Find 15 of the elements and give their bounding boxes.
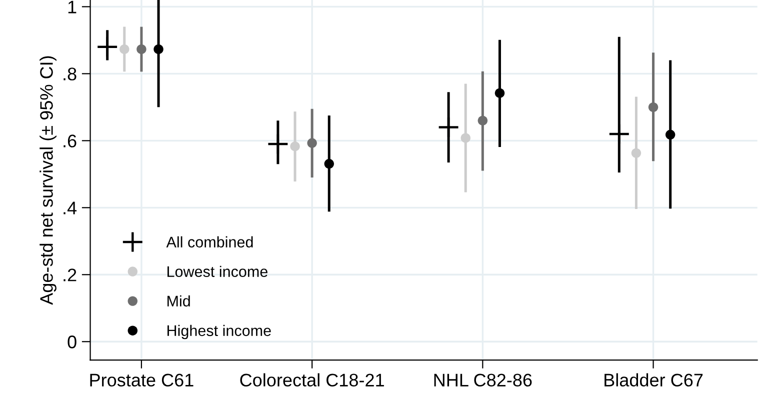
y-tick-label: .2 bbox=[64, 268, 76, 282]
y-tick-label: .6 bbox=[64, 134, 76, 148]
x-tick-label: Bladder C67 bbox=[604, 373, 703, 386]
legend-label: Lowest income bbox=[168, 266, 268, 278]
x-tick-label: Prostate C61 bbox=[90, 374, 194, 386]
legend-label: Mid bbox=[168, 295, 190, 307]
legend-label: Highest income bbox=[168, 324, 271, 340]
x-tick-label: NHL C82-86 bbox=[434, 374, 532, 386]
y-tick-label: .8 bbox=[64, 68, 76, 80]
legend-label: All combined bbox=[166, 236, 253, 248]
y-tick-label: 1 bbox=[68, 0, 76, 14]
y-tick-label: .4 bbox=[64, 202, 77, 214]
y-tick-label: 0 bbox=[68, 336, 76, 348]
y-axis-title: Age-std net survival (± 95% CI) bbox=[40, 56, 56, 305]
x-tick-label: Colorectal C18-21 bbox=[240, 373, 384, 386]
